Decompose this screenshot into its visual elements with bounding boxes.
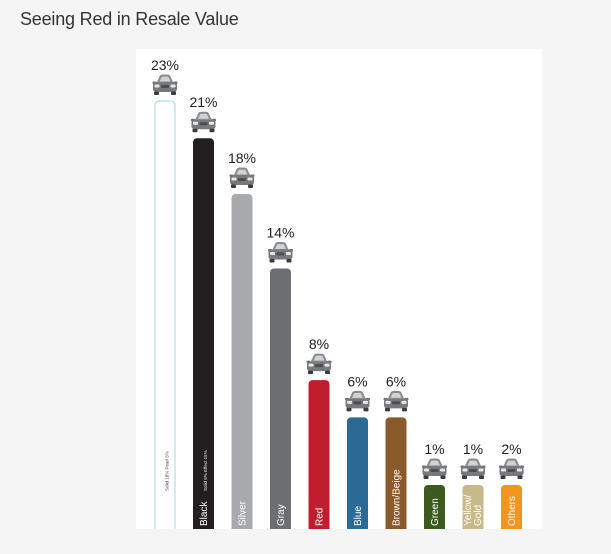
bar-green bbox=[424, 485, 445, 529]
bar-silver bbox=[231, 194, 253, 529]
sub-label-white: Solid 18% Pearl 5% bbox=[165, 451, 170, 491]
car-front-icon bbox=[229, 167, 255, 189]
value-label-blue: 6% bbox=[347, 373, 367, 389]
category-label-red: Red bbox=[315, 508, 326, 526]
bar-red bbox=[308, 380, 330, 529]
bar-others bbox=[501, 485, 522, 529]
bar-chart: 23% White Solid 18% Pearl 5% 21% Black Solid … bbox=[151, 57, 524, 529]
chart-panel: 23% White Solid 18% Pearl 5% 21% Black Solid … bbox=[136, 49, 542, 529]
value-label-white: 23% bbox=[151, 57, 179, 73]
bar-gray bbox=[270, 268, 291, 529]
bar-black bbox=[193, 138, 214, 529]
bar-white bbox=[154, 100, 176, 529]
bar-blue bbox=[347, 417, 368, 529]
category-label-white: White bbox=[161, 500, 172, 526]
car-front-icon bbox=[499, 458, 524, 479]
category-label-green: Green bbox=[430, 498, 441, 526]
category-label-black: Black bbox=[199, 501, 210, 526]
car-front-icon bbox=[152, 74, 178, 95]
value-label-red: 8% bbox=[309, 336, 329, 352]
value-label-black: 21% bbox=[189, 94, 217, 110]
sub-label-black: Solid 6% Effect 15% bbox=[203, 450, 208, 491]
value-label-others: 2% bbox=[501, 441, 521, 457]
category-label-others: Others bbox=[507, 496, 518, 526]
category-label-silver: Silver bbox=[238, 500, 249, 526]
value-label-gray: 14% bbox=[266, 224, 294, 240]
car-front-icon bbox=[191, 111, 216, 133]
category-label-brown-beige: Brown/Beige bbox=[392, 469, 403, 526]
car-front-icon bbox=[460, 458, 486, 479]
value-label-silver: 18% bbox=[228, 150, 256, 166]
value-label-yellow-gold: 1% bbox=[463, 441, 483, 457]
value-label-brown-beige: 6% bbox=[386, 373, 406, 389]
category-label-yellow-gold: Gold bbox=[473, 505, 484, 526]
page-title: Seeing Red in Resale Value bbox=[20, 9, 239, 29]
bar-brown-beige bbox=[385, 417, 407, 529]
car-front-icon bbox=[268, 241, 293, 263]
category-label-gray: Gray bbox=[276, 504, 287, 526]
category-label-yellow-gold: Yellow/ bbox=[463, 494, 474, 526]
car-front-icon bbox=[422, 458, 447, 479]
bar-yellow-gold bbox=[462, 485, 484, 529]
car-front-icon bbox=[306, 353, 332, 375]
car-front-icon bbox=[345, 390, 370, 412]
car-front-icon bbox=[383, 390, 409, 412]
value-label-green: 1% bbox=[424, 441, 444, 457]
category-label-blue: Blue bbox=[353, 506, 364, 526]
